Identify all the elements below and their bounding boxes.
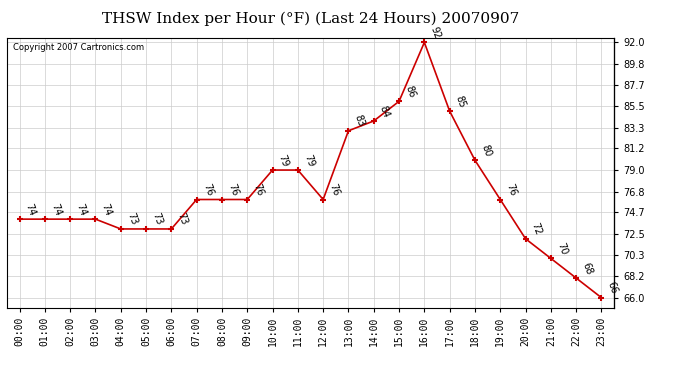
Text: 66: 66 bbox=[606, 280, 619, 296]
Text: 70: 70 bbox=[555, 241, 569, 256]
Text: Copyright 2007 Cartronics.com: Copyright 2007 Cartronics.com bbox=[13, 43, 144, 52]
Text: 73: 73 bbox=[150, 212, 164, 227]
Text: 85: 85 bbox=[454, 94, 467, 109]
Text: 76: 76 bbox=[251, 182, 265, 197]
Text: THSW Index per Hour (°F) (Last 24 Hours) 20070907: THSW Index per Hour (°F) (Last 24 Hours)… bbox=[102, 11, 519, 26]
Text: 80: 80 bbox=[479, 143, 493, 158]
Text: 73: 73 bbox=[175, 212, 189, 227]
Text: 73: 73 bbox=[125, 212, 139, 227]
Text: 76: 76 bbox=[504, 182, 518, 197]
Text: 76: 76 bbox=[327, 182, 341, 197]
Text: 86: 86 bbox=[403, 84, 417, 99]
Text: 68: 68 bbox=[580, 261, 594, 276]
Text: 74: 74 bbox=[23, 202, 37, 217]
Text: 83: 83 bbox=[353, 114, 366, 129]
Text: 76: 76 bbox=[226, 182, 239, 197]
Text: 76: 76 bbox=[201, 182, 215, 197]
Text: 84: 84 bbox=[378, 104, 391, 119]
Text: 79: 79 bbox=[302, 153, 315, 168]
Text: 72: 72 bbox=[530, 222, 544, 237]
Text: 74: 74 bbox=[99, 202, 113, 217]
Text: 74: 74 bbox=[75, 202, 88, 217]
Text: 79: 79 bbox=[277, 153, 290, 168]
Text: 92: 92 bbox=[428, 25, 442, 40]
Text: 74: 74 bbox=[49, 202, 63, 217]
